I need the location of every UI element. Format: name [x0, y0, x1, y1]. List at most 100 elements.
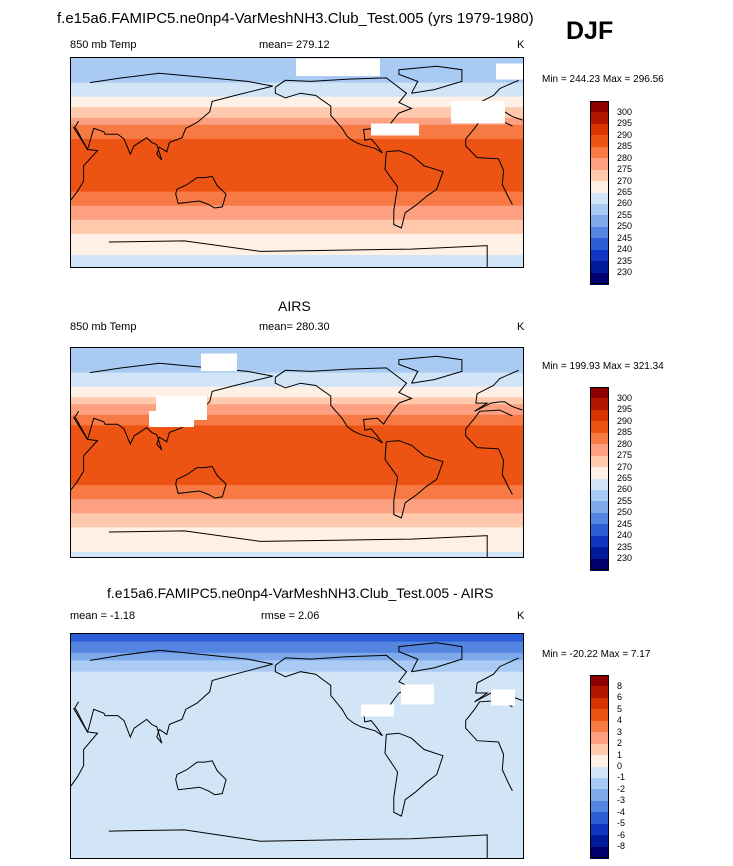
colorbar-label: 285	[617, 141, 633, 152]
map-band	[71, 713, 523, 718]
map-band	[71, 731, 523, 737]
colorbar-cell	[590, 432, 609, 445]
map-band	[71, 488, 523, 493]
map-band	[71, 534, 523, 539]
colorbar-label: 280	[617, 152, 633, 163]
map-band	[71, 698, 523, 703]
coastline-eurasia	[74, 362, 273, 451]
map-band	[71, 818, 523, 823]
map-band	[71, 716, 523, 722]
masked-region	[401, 684, 434, 705]
map-band	[71, 667, 523, 673]
coastline-eurasia	[74, 649, 273, 744]
map-band	[71, 530, 523, 535]
map-band	[71, 170, 523, 175]
coastline-antarctica	[108, 829, 488, 858]
map-band	[71, 675, 523, 680]
colorbar-cell	[590, 398, 609, 411]
colorbar-cell	[590, 535, 609, 548]
map-band	[71, 523, 523, 528]
coastline-africa	[71, 707, 99, 787]
colorbar-label: 240	[617, 244, 633, 255]
colorbar-label: 300	[617, 392, 633, 403]
map-band	[71, 471, 523, 476]
panel2-minmax: Min = 199.93 Max = 321.34	[542, 361, 664, 372]
map-band	[71, 478, 523, 483]
colorbar-label: 290	[617, 415, 633, 426]
masked-region	[296, 58, 380, 77]
map-band	[71, 195, 523, 200]
colorbar-cell	[590, 524, 609, 537]
coastline-northamerica	[274, 654, 413, 737]
colorbar-cell	[590, 261, 609, 274]
map-band	[71, 177, 523, 182]
map-band	[71, 397, 523, 402]
coastline-eurasia	[74, 72, 273, 161]
map-band	[71, 481, 523, 486]
map-band	[71, 811, 523, 816]
map-band	[71, 814, 523, 820]
map-band	[71, 383, 523, 388]
colorbar-cell	[590, 101, 609, 113]
map-band	[71, 773, 523, 778]
map-band	[71, 660, 523, 665]
map-band	[71, 754, 523, 759]
map-band	[71, 89, 523, 94]
map-band	[71, 852, 523, 857]
colorbar-label: 230	[617, 553, 633, 564]
colorbar-label: 255	[617, 495, 633, 506]
coastline-eurasia	[474, 401, 523, 412]
colorbar-label: 275	[617, 164, 633, 175]
map-band	[71, 100, 523, 105]
map-band	[71, 205, 523, 210]
coastline-antarctica	[108, 240, 488, 267]
map-band	[71, 114, 523, 119]
colorbar-label: 235	[617, 255, 633, 266]
map-band	[71, 223, 523, 228]
map-band	[71, 230, 523, 235]
panel1-map	[70, 57, 524, 268]
map-band	[71, 251, 523, 256]
coastline-africa	[465, 720, 513, 792]
map-band	[71, 191, 523, 196]
masked-region	[371, 123, 419, 136]
colorbar-cell	[590, 789, 609, 802]
masked-region	[491, 689, 515, 706]
map-band	[71, 107, 523, 112]
map-band	[71, 720, 523, 725]
map-band	[71, 799, 523, 805]
colorbar-cell	[590, 823, 609, 836]
colorbar-cell	[590, 777, 609, 790]
map-band	[71, 803, 523, 808]
panel3-minmax: Min = -20.22 Max = 7.17	[542, 649, 651, 660]
map-band	[71, 743, 523, 748]
colorbar-cell	[590, 123, 609, 136]
colorbar-label: 5	[617, 703, 623, 714]
colorbar-cell	[590, 146, 609, 159]
colorbar-label: 3	[617, 726, 623, 737]
map-band	[71, 233, 523, 238]
colorbar-label: 275	[617, 450, 633, 461]
map-band	[71, 244, 523, 249]
map-band	[71, 355, 523, 360]
panel3-units: K	[517, 610, 525, 622]
colorbar-label: 6	[617, 692, 623, 703]
colorbar-label: 2	[617, 738, 623, 749]
map-band	[71, 795, 523, 801]
map-band	[71, 645, 523, 650]
map-band	[71, 457, 523, 462]
map-band	[71, 138, 523, 143]
map-band	[71, 765, 523, 771]
map-band	[71, 362, 523, 367]
map-band	[71, 198, 523, 203]
map-band	[71, 848, 523, 854]
map-band	[71, 652, 523, 658]
map-band	[71, 551, 523, 557]
map-band	[71, 174, 523, 179]
map-band	[71, 453, 523, 458]
map-band	[71, 499, 523, 504]
map-band	[71, 826, 523, 831]
colorbar-label: 1	[617, 749, 623, 760]
map-band	[71, 701, 523, 707]
colorbar-label: 265	[617, 473, 633, 483]
